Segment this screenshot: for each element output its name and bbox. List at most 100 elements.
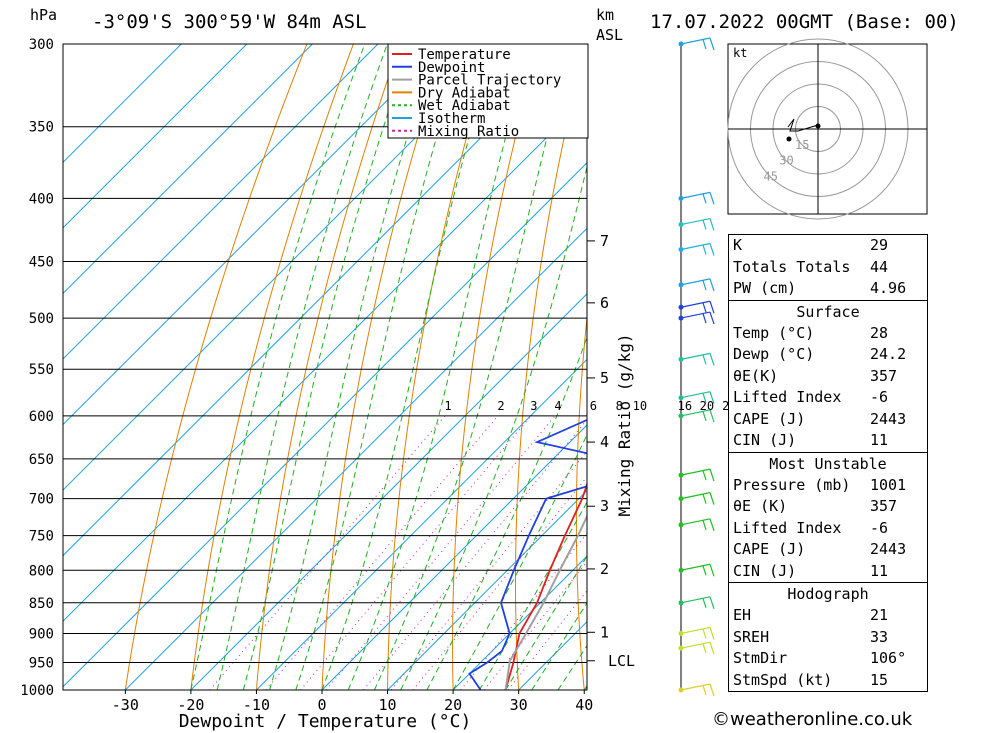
pressure-tick-label: 750 xyxy=(29,529,54,545)
wind-barb-flag xyxy=(709,564,715,577)
isotherm-line xyxy=(63,44,248,229)
wind-barb xyxy=(678,300,715,314)
wind-barb-flag xyxy=(709,301,715,314)
height-km-label: 5 xyxy=(600,369,609,387)
wind-barb-shaft xyxy=(680,352,711,360)
wind-barb xyxy=(678,563,715,577)
hodograph-title: Hodograph xyxy=(787,585,869,603)
km-unit-label: km xyxy=(596,6,614,24)
mu-row: θE (K) 357 xyxy=(733,497,898,515)
height-km-label: 4 xyxy=(600,433,609,451)
pressure-tick-label: 300 xyxy=(29,37,54,53)
isotherm-line xyxy=(124,227,587,690)
wind-barb-flag xyxy=(702,565,707,576)
wind-barb xyxy=(678,37,715,51)
wet-adiabat-line xyxy=(373,44,572,690)
index-row-k: K 29 xyxy=(733,236,889,254)
index-row-pw: PW (cm) 4.96 xyxy=(733,279,907,297)
pressure-tick-label: 550 xyxy=(29,362,54,378)
pressure-tick-label: 450 xyxy=(29,255,54,271)
wind-barb-flag xyxy=(709,278,715,292)
legend-box xyxy=(387,43,589,139)
wind-barb xyxy=(678,596,715,609)
wind-barb-flag xyxy=(702,520,707,530)
dry-adiabat-line xyxy=(190,44,354,690)
plot-frame xyxy=(62,43,588,691)
dry-adiabat-line xyxy=(387,44,494,690)
wind-barb-flag xyxy=(709,192,715,205)
height-km-label: LCL xyxy=(608,652,635,670)
wind-barb-flag xyxy=(709,37,715,51)
isotherm-line xyxy=(63,44,182,163)
pressure-tick-label: 850 xyxy=(29,596,54,612)
wind-barb xyxy=(678,217,715,231)
x-tick-label: 20 xyxy=(444,696,462,714)
wind-barb-flag xyxy=(709,518,715,531)
series-line-parcel-trajectory xyxy=(504,514,587,690)
wet-adiabat-line xyxy=(190,44,366,690)
asl-unit-label: ASL xyxy=(596,26,623,44)
wind-barb-flag xyxy=(702,411,707,422)
pressure-tick-label: 1000 xyxy=(20,683,54,699)
hodo-row: EH 21 xyxy=(733,606,889,624)
wind-barb-flag xyxy=(709,683,715,697)
wind-barb xyxy=(678,352,715,366)
wind-barb xyxy=(678,641,715,655)
wind-barb-flag xyxy=(702,354,707,365)
pressure-tick-label: 500 xyxy=(29,311,54,327)
height-km-label: 3 xyxy=(600,497,609,515)
mixing-ratio-axis-title: Mixing Ratio (g/kg) xyxy=(615,333,634,516)
legend-label: Wet Adiabat xyxy=(418,98,511,114)
wind-barb-shaft xyxy=(680,278,711,286)
wind-barb xyxy=(678,311,715,325)
pressure-tick-label: 600 xyxy=(29,409,54,425)
dry-adiabat-line xyxy=(255,44,401,690)
wet-adiabat-line xyxy=(242,44,412,690)
most-unstable-title: Most Unstable xyxy=(769,454,887,473)
wind-barb xyxy=(678,278,715,292)
isotherm-line xyxy=(63,44,510,491)
legend-label: Dewpoint xyxy=(418,60,485,76)
wind-barb-flag xyxy=(702,685,707,696)
wet-adiabat-line xyxy=(426,335,587,690)
hodograph-point xyxy=(815,123,821,129)
mu-row: Pressure (mb) 1001 xyxy=(733,475,907,494)
wind-barb-flag xyxy=(709,492,715,505)
wind-barb-flag xyxy=(702,313,707,324)
x-axis-title: Dewpoint / Temperature (°C) xyxy=(179,711,472,732)
pressure-tick-label: 950 xyxy=(29,655,54,671)
wind-barb xyxy=(678,492,715,505)
wind-barb-flag xyxy=(709,596,715,609)
wind-barb-flag xyxy=(702,470,707,481)
wind-barb xyxy=(678,191,715,205)
hodograph-trace xyxy=(787,118,819,132)
wet-adiabat-line xyxy=(216,44,388,690)
wind-barb-flag xyxy=(702,39,707,50)
hodograph-ring-label: 45 xyxy=(764,169,778,183)
surface-row: Temp (°C) 28 xyxy=(733,323,889,342)
wind-barb-flag xyxy=(709,627,715,640)
wind-barb-shaft xyxy=(680,311,711,319)
pressure-unit-label: hPa xyxy=(30,6,57,24)
wind-barb-shaft xyxy=(680,683,711,691)
wind-barb-shaft xyxy=(680,468,711,476)
wind-barb xyxy=(678,626,715,640)
isotherm-line xyxy=(63,44,444,426)
pressure-tick-label: 800 xyxy=(29,563,54,579)
isotherm-line xyxy=(256,358,587,690)
surface-row: Lifted Index -6 xyxy=(733,388,889,406)
dry-adiabat-line xyxy=(452,44,540,690)
wind-barb-flag xyxy=(702,302,707,313)
mixing-ratio-label: 3 xyxy=(530,399,537,413)
datetime-title: 17.07.2022 00GMT (Base: 00) xyxy=(650,11,959,33)
isotherm-line xyxy=(387,489,587,690)
isotherm-line xyxy=(452,555,587,690)
wind-barb-flag xyxy=(702,598,707,608)
indices-table: K 29 Totals Totals 44 PW (cm) 4.96 Surface … xyxy=(728,234,928,692)
wind-barb-flag xyxy=(709,311,715,325)
wind-barb-shaft xyxy=(680,409,711,417)
wind-barb-shaft xyxy=(680,641,711,649)
hodograph-unit: kt xyxy=(733,46,747,60)
mixing-ratio-label: 10 xyxy=(633,399,647,413)
height-km-label: 2 xyxy=(600,560,609,578)
